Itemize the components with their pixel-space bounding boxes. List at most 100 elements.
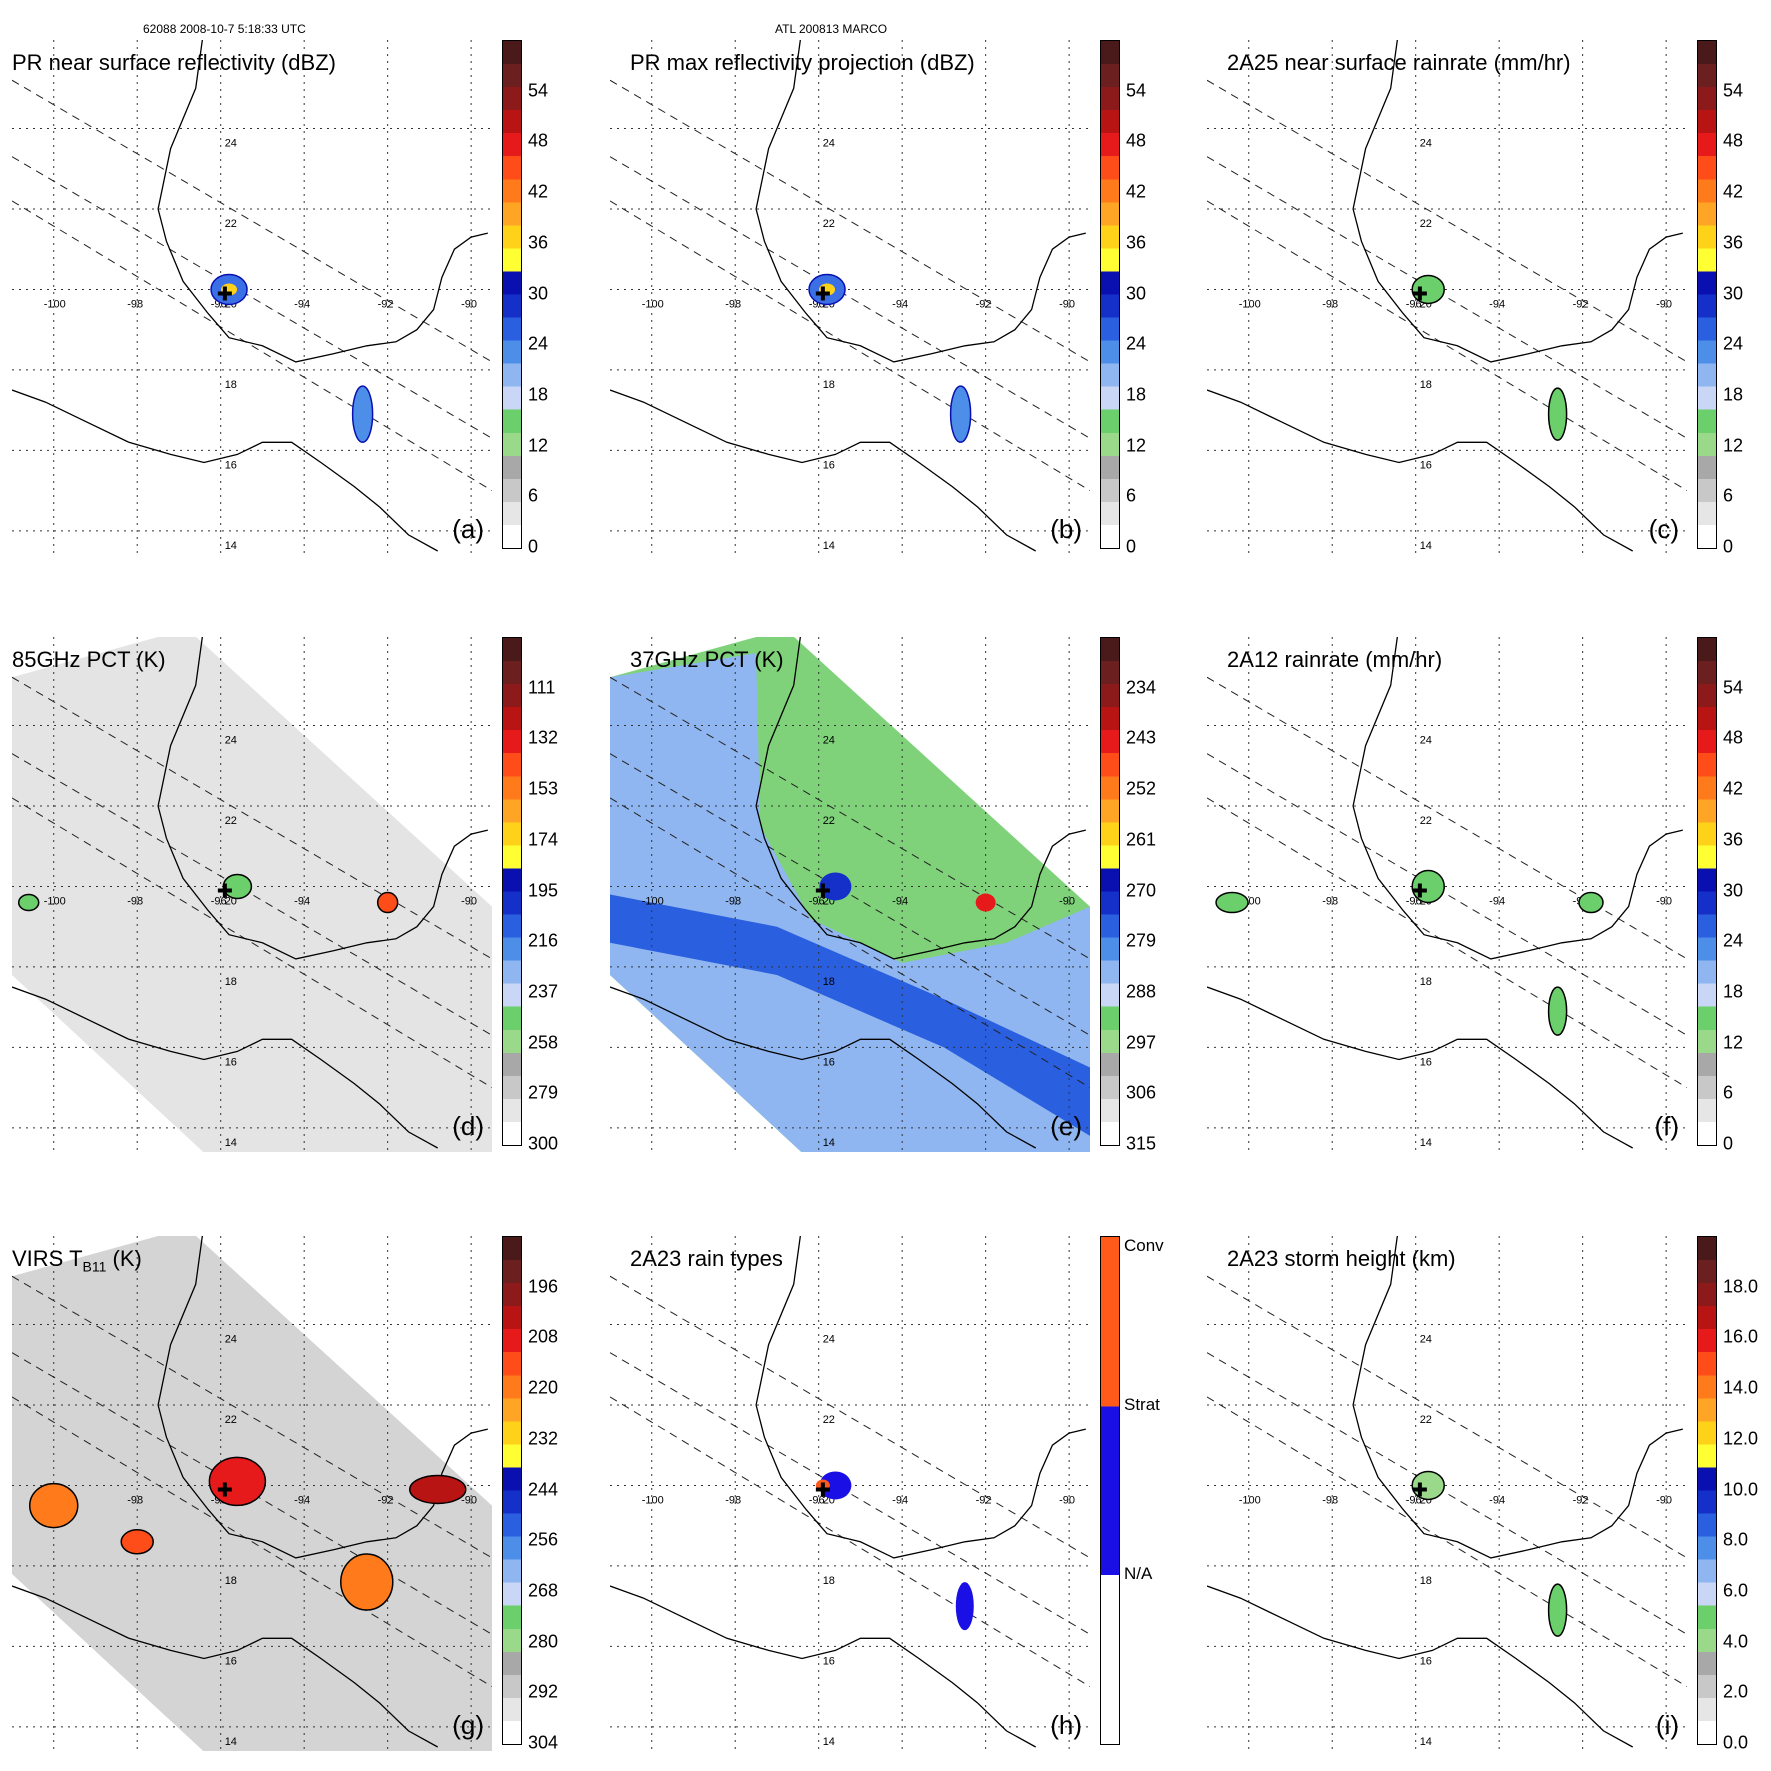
colorbar-tick: 297 <box>1126 1032 1157 1053</box>
panel-letter-e: (e) <box>1050 1111 1082 1141</box>
lat-label: 14 <box>823 1736 835 1748</box>
lat-label: 14 <box>225 540 237 552</box>
colorbar-tick: 280 <box>528 1631 559 1652</box>
ice-scatter-core <box>222 873 253 900</box>
colorbar-tick: 42 <box>1723 181 1744 202</box>
lat-label: 24 <box>823 735 835 747</box>
colorbar-tick: 12 <box>528 435 549 456</box>
colorbar-tick: 0 <box>528 536 539 557</box>
map-panel-c: -100 -98 -96 -94 -92 -90 24 22 20 18 16 14 2A25 near… <box>1207 40 1687 555</box>
colorbar-tick: 2.0 <box>1723 1681 1749 1702</box>
lon-label: -94 <box>892 298 908 310</box>
rainband-rain <box>1547 1583 1568 1637</box>
colorbar-tick: 0 <box>1723 536 1734 557</box>
colorbar-tick: 18.0 <box>1723 1276 1759 1297</box>
colorbar-tick: 42 <box>528 181 549 202</box>
colorbar-tick: 18 <box>1723 384 1744 405</box>
title-main: VIRS T <box>12 1246 83 1271</box>
swath-edge-line <box>1207 156 1687 439</box>
lat-label: 22 <box>1420 1414 1432 1426</box>
lat-label: 18 <box>225 379 237 391</box>
lat-label: 16 <box>823 459 835 471</box>
map-panel-i: -100 -98 -96 -94 -92 -90 24 22 20 18 16 14 2A23 stor… <box>1207 1236 1687 1751</box>
colorbar-c <box>1697 40 1717 549</box>
colorbar-tick: 196 <box>528 1276 559 1297</box>
storm-center-cross <box>1412 1482 1427 1497</box>
colorbar-tick: 292 <box>528 1681 559 1702</box>
colorbar-tick: 36 <box>528 232 549 253</box>
lat-label: 24 <box>1420 735 1432 747</box>
colorbar-tick: 252 <box>1126 778 1157 799</box>
swath-edge-line <box>1207 753 1687 1036</box>
lon-label: -96 <box>1406 298 1422 310</box>
coastal-rain <box>1578 891 1604 914</box>
title-subscript: B11 <box>82 1258 107 1275</box>
storm-center-cross <box>217 883 232 898</box>
colorbar-tick: 0 <box>1126 536 1137 557</box>
colorbar-tick: 174 <box>528 829 559 850</box>
storm-core-rain <box>1411 869 1445 904</box>
lon-label: -98 <box>127 1494 143 1506</box>
cold-cloud-mid <box>120 1529 154 1555</box>
colorbar-tick: 6 <box>1126 485 1137 506</box>
lon-label: -90 <box>1059 1494 1075 1506</box>
lon-label: -94 <box>1489 895 1505 907</box>
panel-title-d: 85GHz PCT (K) <box>12 647 166 672</box>
pacific-coastline <box>12 389 439 552</box>
colorbar-tick: 18 <box>1723 981 1744 1002</box>
swath-edge-line <box>610 1352 1090 1635</box>
lon-label: -98 <box>725 298 741 310</box>
swath-edge-line <box>12 1352 492 1635</box>
lon-label: -98 <box>127 298 143 310</box>
colorbar-tick: 24 <box>1723 333 1744 354</box>
lon-label: -100 <box>1239 1494 1261 1506</box>
lon-label: -94 <box>892 1494 908 1506</box>
panel-letter-f: (f) <box>1654 1111 1679 1141</box>
swath-edge-line <box>12 200 492 492</box>
colorbar-tick: 153 <box>528 778 559 799</box>
lon-label: -100 <box>642 895 664 907</box>
lat-label: 24 <box>1420 138 1432 150</box>
colorbar-tick: 54 <box>1723 677 1744 698</box>
ice-scatter-coastal <box>376 891 399 914</box>
swath-edge-line <box>610 200 1090 492</box>
panel-letter-c: (c) <box>1648 514 1679 544</box>
colorbar-tick: 234 <box>1126 677 1157 698</box>
swath-edge-line <box>12 1275 492 1559</box>
lat-label: 24 <box>225 735 237 747</box>
colorbar-category: N/A <box>1124 1564 1153 1583</box>
lon-label: -96 <box>809 1494 825 1506</box>
colorbar-tick: 268 <box>528 1580 559 1601</box>
title-unit: (K) <box>106 1246 142 1271</box>
lon-label: -90 <box>461 298 477 310</box>
lat-label: 24 <box>823 138 835 150</box>
colorbar-tick: 10.0 <box>1723 1479 1759 1499</box>
colorbar-tick: 243 <box>1126 727 1157 748</box>
lon-label: -94 <box>294 298 310 310</box>
lon-label: -90 <box>461 1494 477 1506</box>
rainband-rain <box>1547 387 1568 441</box>
swath-edge-line <box>610 797 1090 1089</box>
colorbar-b <box>1100 40 1120 549</box>
colorbar-tick: 270 <box>1126 880 1157 900</box>
panel-title-b: PR max reflectivity projection (dBZ) <box>630 50 975 75</box>
colorbar-tick: 36 <box>1723 829 1744 850</box>
colorbar-tick: 6 <box>1723 485 1734 506</box>
lat-label: 16 <box>1420 1056 1432 1068</box>
lat-label: 16 <box>225 1655 237 1667</box>
lon-label: -92 <box>378 298 394 310</box>
colorbar-tick: 300 <box>528 1133 559 1154</box>
colorbar-tick: 237 <box>528 981 559 1002</box>
lat-label: 16 <box>823 1655 835 1667</box>
colorbar-tick: 14.0 <box>1723 1377 1759 1398</box>
lon-label: -90 <box>1059 298 1075 310</box>
map-panel-f: -100-98-96-94-92-902422201816142A12 rain… <box>1207 637 1687 1152</box>
lat-label: 22 <box>1420 815 1432 827</box>
lon-label: -94 <box>1489 1494 1505 1506</box>
colorbar-tick: 315 <box>1126 1133 1157 1154</box>
panel-title-g: VIRS TB11 (K) <box>12 1246 142 1274</box>
colorbar-tick: 220 <box>528 1377 559 1398</box>
lat-label: 14 <box>1420 1137 1432 1149</box>
